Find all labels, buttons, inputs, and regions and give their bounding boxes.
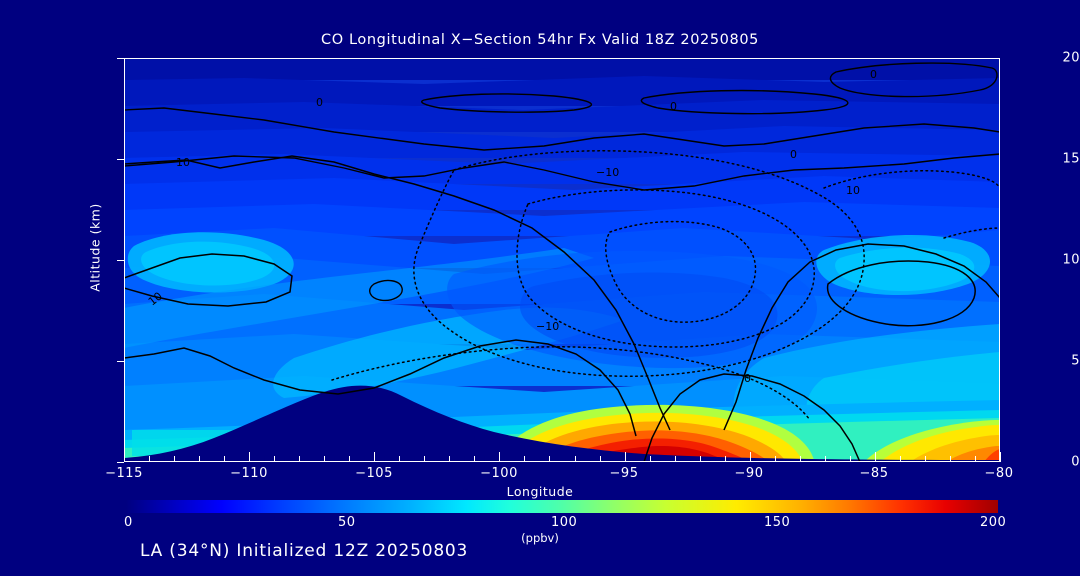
x-minor-tick-mark xyxy=(424,456,426,462)
x-minor-tick-mark xyxy=(849,456,851,462)
x-minor-tick-mark xyxy=(324,456,326,462)
colorbar-tick-label: 150 xyxy=(764,515,791,530)
x-minor-tick-mark xyxy=(399,456,401,462)
x-minor-tick-mark xyxy=(899,456,901,462)
y-tick-label: 20 xyxy=(1062,50,1080,66)
x-minor-tick-mark xyxy=(549,456,551,462)
x-tick-label: −115 xyxy=(105,466,143,481)
contour-field: 10 10 10 0 0 0 0 0 −10 −10 xyxy=(124,58,1000,462)
contour-label-zero: 0 xyxy=(316,96,323,109)
x-minor-tick-mark xyxy=(524,456,526,462)
x-minor-tick-mark xyxy=(799,456,801,462)
x-tick-label: −85 xyxy=(859,466,889,481)
contour-label-ten: 10 xyxy=(176,156,190,169)
contour-line-ten xyxy=(124,155,1000,462)
x-major-tick-mark xyxy=(624,452,626,462)
contour-label-neg-ten: −10 xyxy=(596,166,619,179)
x-minor-tick-mark xyxy=(599,456,601,462)
x-minor-tick-mark xyxy=(174,456,176,462)
contour-label-ten: 10 xyxy=(846,184,860,197)
x-minor-tick-mark xyxy=(224,456,226,462)
x-major-tick-mark xyxy=(124,452,125,462)
x-major-tick-mark xyxy=(1000,452,1001,462)
x-minor-tick-mark xyxy=(449,456,451,462)
x-minor-tick-mark xyxy=(149,456,151,462)
x-minor-tick-mark xyxy=(974,456,976,462)
x-major-tick-mark xyxy=(499,452,501,462)
x-minor-tick-mark xyxy=(824,456,826,462)
contour-label-zero: 0 xyxy=(870,68,877,81)
x-minor-tick-mark xyxy=(774,456,776,462)
colorbar-tick-label: 100 xyxy=(551,515,578,530)
x-minor-tick-mark xyxy=(924,456,926,462)
cross-section-plot: 10 10 10 0 0 0 0 0 −10 −10 xyxy=(124,58,1000,462)
x-minor-tick-mark xyxy=(949,456,951,462)
x-tick-label: −100 xyxy=(480,466,518,481)
y-tick-mark xyxy=(117,58,124,59)
colorbar-unit-label: (ppbv) xyxy=(521,531,559,545)
x-tick-label: −90 xyxy=(734,466,764,481)
y-tick-label: 10 xyxy=(1062,252,1080,268)
chart-caption: LA (34°N) Initialized 12Z 20250803 xyxy=(140,541,469,561)
y-tick-mark xyxy=(117,159,124,160)
x-minor-tick-mark xyxy=(574,456,576,462)
x-axis-label: Longitude xyxy=(506,484,574,499)
x-minor-tick-mark xyxy=(724,456,726,462)
x-tick-label: −105 xyxy=(355,466,393,481)
x-minor-tick-mark xyxy=(274,456,276,462)
contour-lines-solid xyxy=(124,62,1000,302)
x-minor-tick-mark xyxy=(649,456,651,462)
chart-title: CO Longitudinal X−Section 54hr Fx Valid … xyxy=(321,32,759,48)
x-minor-tick-mark xyxy=(349,456,351,462)
x-minor-tick-mark xyxy=(474,456,476,462)
x-minor-tick-mark xyxy=(699,456,701,462)
contour-labels: 10 10 10 0 0 0 0 0 −10 −10 xyxy=(146,68,877,385)
x-minor-tick-mark xyxy=(674,456,676,462)
colorbar-tick-label: 200 xyxy=(980,515,1007,530)
x-tick-label: −110 xyxy=(230,466,268,481)
x-tick-label: −95 xyxy=(609,466,639,481)
y-tick-label: 5 xyxy=(1071,353,1080,369)
contour-label-zero: 0 xyxy=(670,100,677,113)
x-major-tick-mark xyxy=(249,452,251,462)
y-tick-label: 0 xyxy=(1071,454,1080,470)
colorbar-tick-label: 0 xyxy=(124,515,133,530)
contour-label-zero: 0 xyxy=(790,148,797,161)
x-tick-label: −80 xyxy=(984,466,1014,481)
x-minor-tick-mark xyxy=(199,456,201,462)
y-axis-label: Altitude (km) xyxy=(87,203,103,292)
x-minor-tick-mark xyxy=(299,456,301,462)
x-major-tick-mark xyxy=(374,452,376,462)
colorbar-tick-label: 50 xyxy=(338,515,356,530)
colorbar-gradient xyxy=(126,500,998,513)
y-tick-mark xyxy=(117,462,124,463)
y-tick-mark xyxy=(117,361,124,362)
contour-lines-dotted xyxy=(331,150,1000,421)
y-tick-label: 15 xyxy=(1062,151,1080,167)
x-major-tick-mark xyxy=(749,452,751,462)
contour-label-neg-ten: −10 xyxy=(536,320,559,333)
terrain-mask xyxy=(124,385,1000,462)
contour-label-zero: 0 xyxy=(744,372,751,385)
x-major-tick-mark xyxy=(874,452,876,462)
y-tick-mark xyxy=(117,260,124,261)
